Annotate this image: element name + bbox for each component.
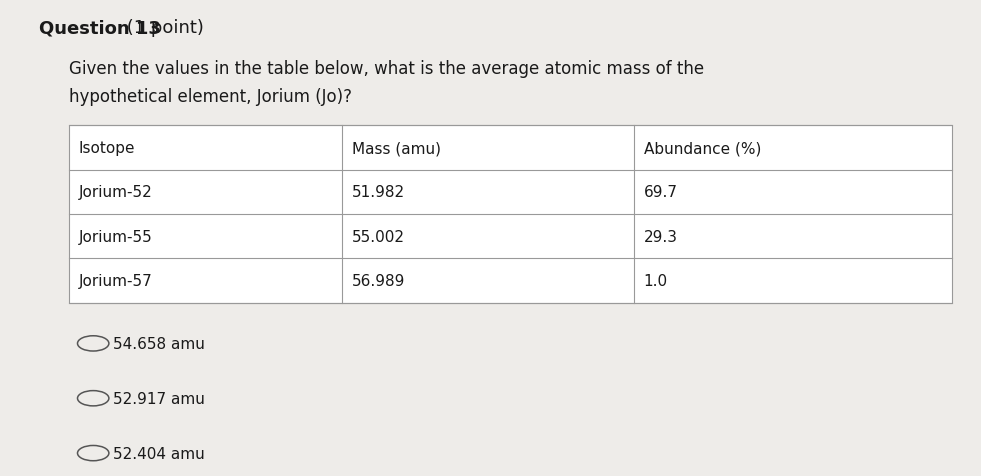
Text: 51.982: 51.982 — [352, 185, 405, 200]
Text: 52.404 amu: 52.404 amu — [113, 446, 205, 461]
Text: (1 point): (1 point) — [121, 19, 203, 37]
Text: Jorium-57: Jorium-57 — [78, 274, 152, 288]
Text: 1.0: 1.0 — [644, 274, 668, 288]
Text: 56.989: 56.989 — [352, 274, 405, 288]
Text: 69.7: 69.7 — [644, 185, 678, 200]
Text: Given the values in the table below, what is the average atomic mass of the: Given the values in the table below, wha… — [69, 60, 703, 78]
Text: 55.002: 55.002 — [352, 229, 405, 244]
Text: Jorium-55: Jorium-55 — [78, 229, 152, 244]
Text: 54.658 amu: 54.658 amu — [113, 336, 205, 351]
Text: 29.3: 29.3 — [644, 229, 678, 244]
Text: Mass (amu): Mass (amu) — [352, 141, 441, 156]
Text: 52.917 amu: 52.917 amu — [113, 391, 205, 406]
Text: Question 13: Question 13 — [39, 19, 161, 37]
Text: Jorium-52: Jorium-52 — [78, 185, 152, 200]
Text: Isotope: Isotope — [78, 141, 135, 156]
FancyBboxPatch shape — [69, 126, 952, 303]
Text: Abundance (%): Abundance (%) — [644, 141, 761, 156]
Text: hypothetical element, Jorium (Jo)?: hypothetical element, Jorium (Jo)? — [69, 88, 351, 106]
